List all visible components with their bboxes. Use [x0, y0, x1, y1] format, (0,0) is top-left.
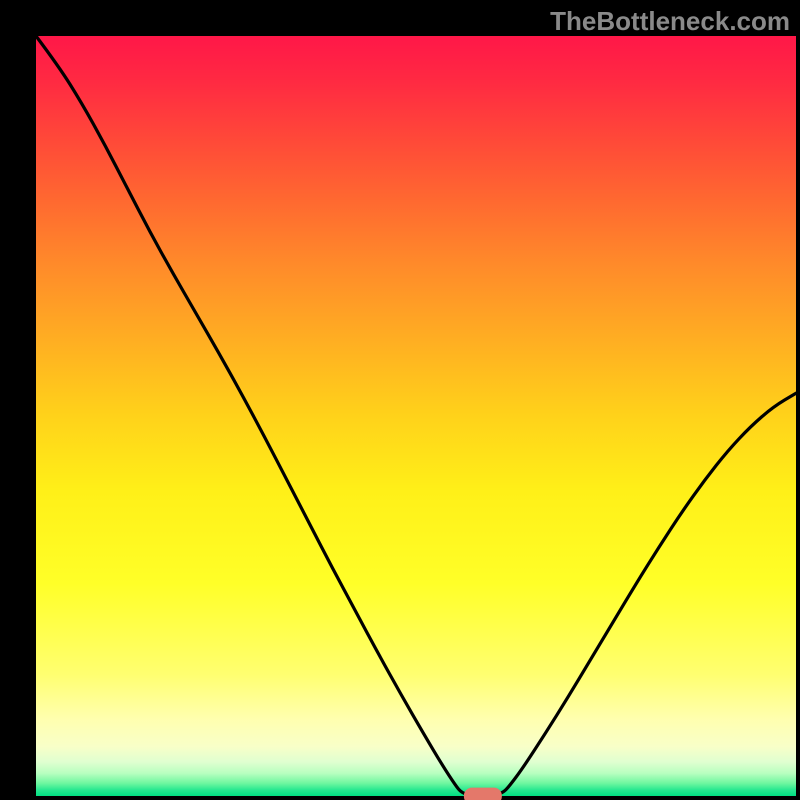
chart-frame: TheBottleneck.com — [0, 0, 800, 800]
gradient-background — [36, 36, 796, 796]
optimal-marker — [464, 788, 502, 800]
bottleneck-chart — [0, 0, 800, 800]
